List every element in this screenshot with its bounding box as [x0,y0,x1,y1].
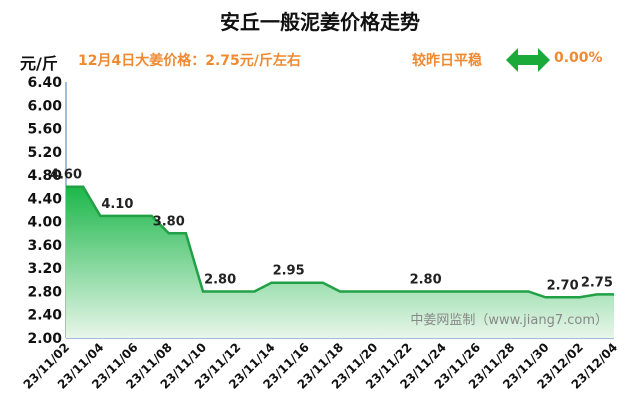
y-tick-label: 5.60 [27,122,62,138]
y-tick-label: 4.40 [27,191,62,207]
y-tick-label: 6.40 [27,75,62,91]
y-tick-label: 3.20 [27,261,62,277]
double-arrow-icon [506,48,550,72]
data-label: 4.60 [50,168,82,183]
data-label: 2.70 [547,278,579,293]
data-label: 3.80 [153,214,185,229]
y-tick-label: 6.00 [27,98,62,114]
chart-title: 安丘一般泥姜价格走势 [220,10,420,34]
price-line [66,185,614,299]
y-tick-label: 5.20 [27,145,62,161]
y-tick-label: 3.60 [27,238,62,254]
y-tick-label: 4.80 [27,168,62,184]
price-note: 12月4日大姜价格：2.75元/斤左右 [78,53,301,69]
data-label: 2.80 [204,272,236,287]
data-label: 2.75 [581,275,613,290]
y-tick-label: 4.00 [27,215,62,231]
data-label: 2.95 [273,264,305,279]
data-label: 2.80 [410,272,442,287]
y-axis-unit: 元/斤 [20,54,58,73]
price-area [66,186,614,338]
compare-percent: 0.00% [554,50,603,66]
watermark: 中姜网监制（www.jiang7.com） [410,313,608,328]
compare-label: 较昨日平稳 [412,53,482,69]
data-label: 4.10 [101,197,133,212]
y-tick-label: 2.40 [27,308,62,324]
y-tick-label: 2.00 [27,331,62,347]
y-tick-label: 2.80 [27,284,62,300]
